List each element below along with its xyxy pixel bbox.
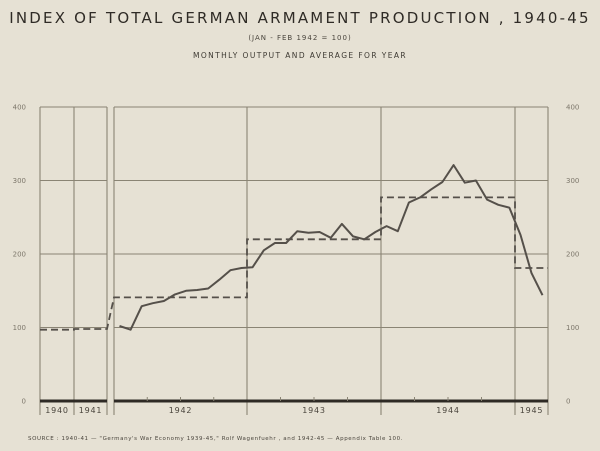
- chart-subtitle-description: MONTHLY OUTPUT AND AVERAGE FOR YEAR: [192, 51, 408, 60]
- y-tick-label-left: 300: [13, 177, 26, 185]
- year-label: 1945: [520, 406, 544, 415]
- y-tick-label-right: 400: [566, 104, 579, 112]
- y-tick-label-left: 200: [13, 251, 26, 259]
- y-tick-label-left: 100: [13, 324, 26, 332]
- chart-subtitle-base: (JAN - FEB 1942 = 100): [248, 34, 352, 42]
- year-label: 1941: [79, 406, 103, 415]
- y-tick-label-left: 400: [13, 104, 26, 112]
- y-tick-label-right: 200: [566, 251, 579, 259]
- source-note: SOURCE : 1940-41 — "Germany's War Econom…: [28, 436, 404, 442]
- monthly-output-line: [119, 164, 544, 331]
- year-label: 1944: [436, 406, 460, 415]
- year-label: 1940: [45, 406, 69, 415]
- y-tick-label-right: 0: [566, 398, 570, 406]
- y-tick-label-right: 100: [566, 324, 579, 332]
- average-line: [40, 196, 548, 331]
- y-tick-label-right: 300: [566, 177, 579, 185]
- chart-title: INDEX OF TOTAL GERMAN ARMAMENT PRODUCTIO…: [9, 9, 591, 27]
- year-label: 1942: [169, 406, 193, 415]
- year-label: 1943: [302, 406, 326, 415]
- y-tick-label-left: 0: [22, 398, 26, 406]
